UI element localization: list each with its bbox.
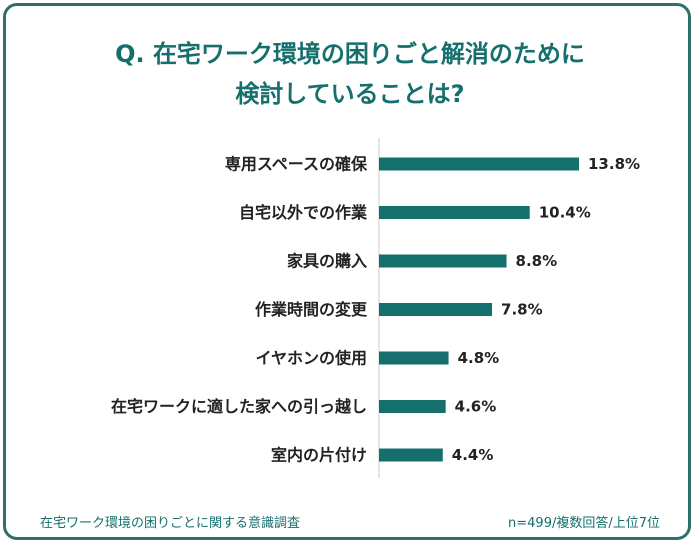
bar [379,206,530,219]
category-label: 作業時間の変更 [255,300,368,319]
value-label: 8.8% [516,252,558,270]
title-line-2: 検討していることは? [235,80,465,108]
chart-title: Q. 在宅ワーク環境の困りごと解消のために 検討していることは? [0,34,700,114]
bar [379,303,493,316]
bars-group: 専用スペースの確保 13.8% 自宅以外での作業 10.4% 家具の購入 8.8% 作業時間… [111,155,640,465]
bar [379,351,449,365]
value-label: 4.8% [458,349,500,367]
value-label: 13.8% [588,155,640,173]
category-label: 専用スペースの確保 [225,155,368,174]
value-label: 10.4% [539,204,591,222]
value-label: 4.6% [455,398,497,416]
sample-note: n=499/複数回答/上位7位 [508,516,660,531]
category-label: 自宅以外での作業 [239,203,368,222]
value-label: 4.4% [452,446,494,464]
bar [379,448,443,462]
bar [379,400,446,413]
survey-source: 在宅ワーク環境の困りごとに関する意識調査 [40,516,301,531]
category-label: 室内の片付け [271,446,367,465]
bar [379,157,579,171]
bar [379,254,507,268]
card-frame [3,3,691,540]
category-label: イヤホンの使用 [255,349,367,368]
category-label: 家具の購入 [287,252,367,271]
value-label: 7.8% [501,301,543,319]
category-label: 在宅ワークに適した家への引っ越し [111,397,367,416]
title-line-1: Q. 在宅ワーク環境の困りごと解消のために [115,40,585,68]
